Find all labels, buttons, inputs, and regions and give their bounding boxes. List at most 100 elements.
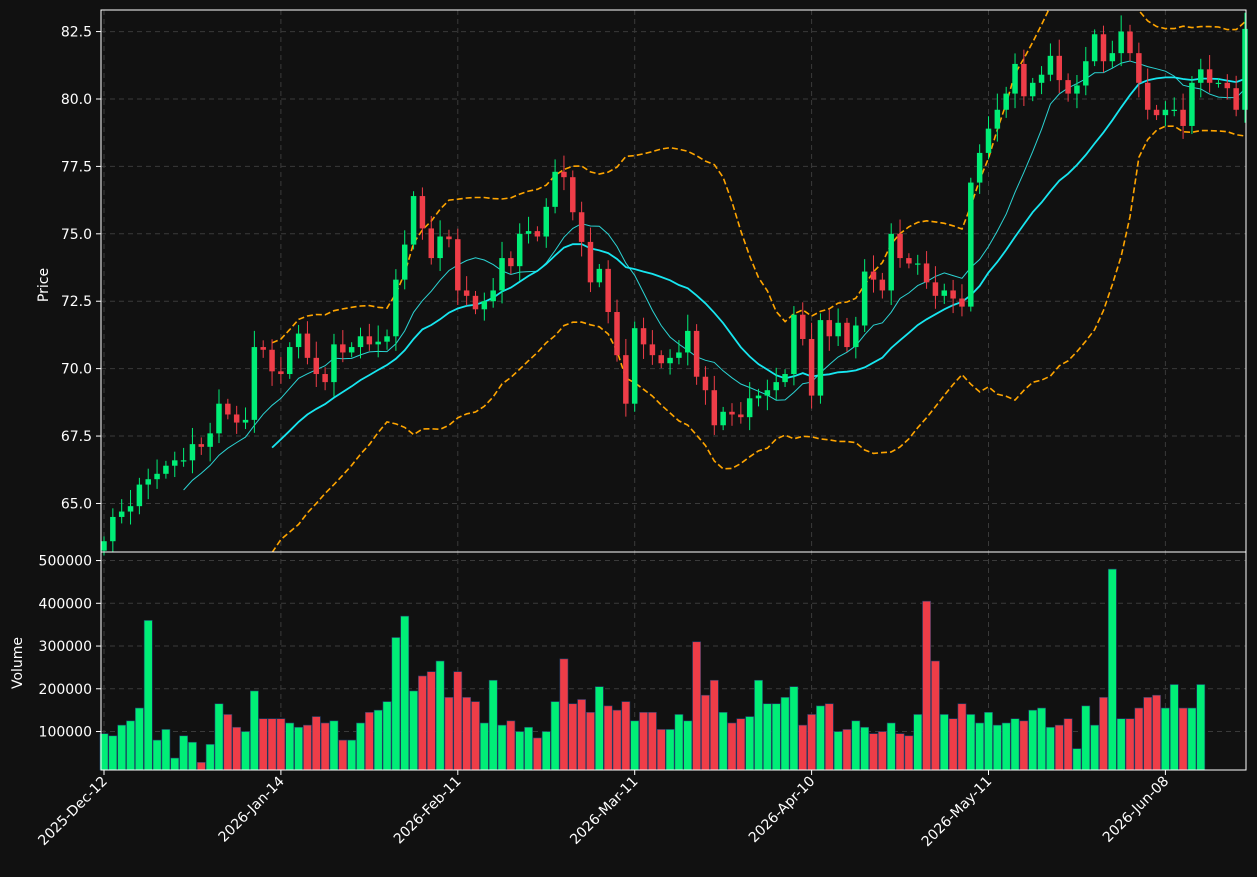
candle-body xyxy=(693,330,700,377)
volume-bar xyxy=(1187,707,1197,771)
candle-body xyxy=(340,344,346,353)
price-tick-label: 80.0 xyxy=(61,92,92,108)
candle-body xyxy=(1065,80,1071,94)
price-tick-label: 77.5 xyxy=(61,159,92,175)
candle-body xyxy=(923,263,930,283)
candle-body xyxy=(1233,88,1239,110)
candle-body xyxy=(640,328,647,345)
volume-bar xyxy=(630,720,640,771)
volume-bar xyxy=(382,701,392,771)
volume-tick-label: 300000 xyxy=(39,639,92,655)
volume-bar xyxy=(886,722,896,771)
volume-bar xyxy=(435,660,445,771)
candle-body xyxy=(384,336,390,342)
candle-body xyxy=(118,511,125,517)
volume-bar xyxy=(665,729,675,771)
volume-bar xyxy=(639,711,648,771)
volume-bar xyxy=(356,722,365,771)
volume-bar xyxy=(533,737,542,771)
volume-bar xyxy=(807,714,816,771)
volume-bar xyxy=(311,716,321,771)
candle-body xyxy=(260,347,266,350)
volume-bar xyxy=(1010,718,1020,771)
candle-body xyxy=(437,236,443,259)
candle-body xyxy=(1029,82,1036,97)
volume-bar xyxy=(877,731,887,771)
volume-bar xyxy=(453,671,463,771)
candle-body xyxy=(163,465,169,474)
candle-body xyxy=(870,271,877,280)
candle-body xyxy=(1074,85,1080,94)
candle-body xyxy=(649,344,656,356)
candle-body xyxy=(835,322,841,337)
volume-bar xyxy=(975,722,985,771)
volume-bar xyxy=(329,720,339,771)
candle-body xyxy=(207,433,213,447)
volume-bar xyxy=(1081,705,1091,771)
candle-body xyxy=(667,357,673,364)
candle-body xyxy=(295,333,302,348)
candle-body xyxy=(853,325,859,348)
candle-body xyxy=(525,231,532,234)
volume-bar xyxy=(170,757,180,771)
candle-body xyxy=(764,390,771,396)
volume-bar xyxy=(409,690,418,771)
candle-body xyxy=(906,258,912,264)
volume-bar xyxy=(736,718,746,771)
candle-body xyxy=(729,411,735,415)
candle-body xyxy=(269,349,275,372)
candle-body xyxy=(1047,55,1054,75)
bollinger-bands xyxy=(271,10,1246,552)
volume-bar xyxy=(718,711,728,771)
candle-body xyxy=(950,290,956,299)
volume-bar xyxy=(135,707,144,771)
volume-bar xyxy=(1178,707,1188,771)
candle-body xyxy=(755,395,762,399)
volume-bar xyxy=(824,703,834,771)
volume-bar xyxy=(860,726,870,771)
candle-body xyxy=(976,152,983,183)
volume-bar xyxy=(303,724,312,771)
candle-body xyxy=(216,403,222,434)
volume-bar xyxy=(833,731,843,771)
volume-bar xyxy=(869,733,878,771)
candle-body xyxy=(287,347,293,375)
candle-body xyxy=(985,128,992,153)
volume-bar xyxy=(559,658,569,771)
candle-body xyxy=(1136,53,1142,83)
candle-body xyxy=(446,236,452,240)
candle-body xyxy=(499,258,505,291)
candle-body xyxy=(826,320,833,337)
volume-bar xyxy=(984,711,993,771)
volume-bar xyxy=(320,722,330,771)
volume-bar xyxy=(223,714,233,771)
volume-bar xyxy=(294,726,303,771)
candle-body xyxy=(180,460,187,462)
volume-bar xyxy=(692,641,701,771)
bollinger-upper-line xyxy=(271,10,1246,344)
volume-bar xyxy=(232,726,242,771)
volume-bar xyxy=(842,729,852,771)
volume-bar xyxy=(966,714,976,771)
candle-body xyxy=(605,268,611,313)
volume-bar xyxy=(816,705,825,771)
volume-bar xyxy=(727,722,737,771)
volume-bar xyxy=(957,703,967,771)
candle-body xyxy=(711,390,718,426)
candle-body xyxy=(552,171,558,207)
volume-tick-label: 100000 xyxy=(39,725,92,741)
volume-bar xyxy=(780,697,790,771)
candle-body xyxy=(1144,82,1151,110)
candle-body xyxy=(800,314,806,339)
volume-bar xyxy=(418,675,427,771)
candle-body xyxy=(1021,63,1027,97)
volume-bar xyxy=(621,701,631,771)
volume-bar xyxy=(771,703,781,771)
candle-body xyxy=(1056,55,1062,81)
candle-body xyxy=(393,279,399,337)
volume-bar xyxy=(1125,718,1135,771)
candle-body xyxy=(348,347,355,353)
volume-bar xyxy=(400,615,410,771)
candle-body xyxy=(455,239,461,291)
